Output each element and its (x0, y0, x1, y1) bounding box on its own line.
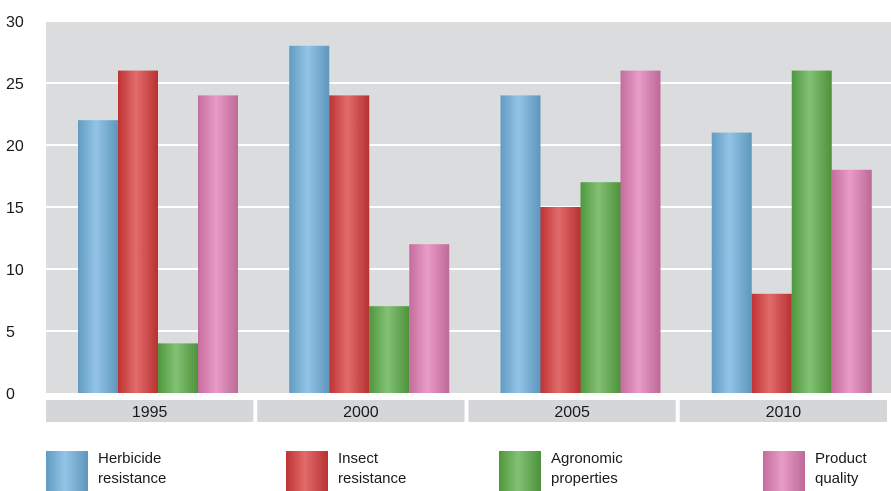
x-category-band-2010 (679, 400, 887, 422)
bar-1995-herbicide-resistance (78, 120, 118, 393)
legend-swatch-insect-resistance (286, 451, 328, 491)
y-tick-label-25: 25 (6, 76, 24, 93)
bar-2010-insect-resistance (751, 293, 792, 393)
legend-label-insect-resistance: Insect resistance (338, 450, 407, 487)
bar-2000-herbicide-resistance (289, 45, 330, 394)
y-tick-label-20: 20 (6, 138, 24, 155)
bar-2000-insect-resistance (329, 95, 370, 394)
bar-2010-herbicide-resistance (711, 132, 752, 393)
y-axis-ticks: 0 5 10 15 20 25 30 (6, 14, 24, 403)
legend-label-product-quality: Product quality (815, 450, 867, 487)
x-category-band-2005 (468, 400, 676, 422)
bar-2010-product-quality (831, 169, 872, 393)
bar-2005-insect-resistance (540, 207, 581, 393)
bar-2000-agronomic-properties (369, 306, 410, 393)
bars (78, 45, 872, 394)
x-category-band-1995 (46, 400, 254, 422)
bar-1995-product-quality (198, 95, 238, 394)
y-tick-label-10: 10 (6, 262, 24, 279)
legend-swatch-product-quality (763, 451, 805, 491)
bar-2005-agronomic-properties (580, 182, 621, 393)
legend: Herbicide resistance Insect resistance Agr… (0, 448, 891, 491)
y-tick-label-5: 5 (6, 324, 15, 341)
bar-2010-agronomic-properties (791, 70, 832, 393)
x-tick-label-1995: 1995 (132, 404, 168, 421)
y-tick-label-30: 30 (6, 14, 24, 31)
bar-2005-product-quality (620, 70, 661, 393)
x-tick-label-2010: 2010 (766, 404, 802, 421)
legend-label-herbicide-resistance: Herbicide resistance (98, 450, 167, 487)
bar-2005-herbicide-resistance (500, 95, 541, 394)
legend-label-agronomic-properties: Agronomic properties (551, 450, 623, 487)
x-axis-category-bands: 1995 2000 2005 2010 (46, 400, 887, 422)
x-category-band-2000 (257, 400, 465, 422)
bar-1995-agronomic-properties (158, 343, 198, 393)
x-tick-label-2005: 2005 (554, 404, 590, 421)
legend-swatch-herbicide-resistance (46, 451, 88, 491)
x-tick-label-2000: 2000 (343, 404, 379, 421)
bar-2000-product-quality (409, 244, 450, 393)
y-tick-label-0: 0 (6, 386, 15, 403)
gridlines (46, 20, 891, 332)
y-tick-label-15: 15 (6, 200, 24, 217)
bar-1995-insect-resistance (118, 70, 158, 393)
legend-swatch-agronomic-properties (499, 451, 541, 491)
